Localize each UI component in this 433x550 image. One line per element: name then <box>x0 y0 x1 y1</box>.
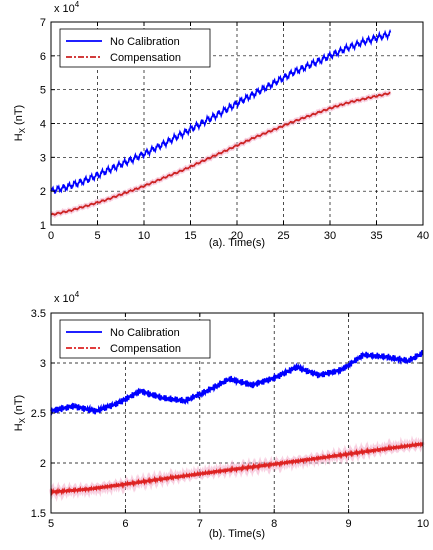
exponent-power: 4 <box>75 290 80 299</box>
exponent-base: x 10 <box>54 293 75 305</box>
y-tick-label: 3 <box>40 358 46 370</box>
legend-label-compensation: Compensation <box>110 343 181 355</box>
axis-exponent: x 104 <box>54 290 80 305</box>
legend-box <box>59 319 211 359</box>
legend-label-compensation: Compensation <box>110 52 181 64</box>
y-axis-label-unit: (nT) <box>13 395 25 415</box>
x-tick-label: 8 <box>271 518 277 530</box>
x-tick-label: 0 <box>48 230 54 242</box>
axis-exponent: x 104 <box>54 0 80 15</box>
y-axis-label-main: H <box>13 423 25 431</box>
x-tick-label: 6 <box>122 518 128 530</box>
chart-2: 5 6 7 8 9 10 1.5 2 2.5 3 3.5 x 104 HX (nT) (b). Time(s… <box>13 290 429 540</box>
y-tick-label: 2 <box>40 186 46 198</box>
y-tick-label: 5 <box>40 85 46 97</box>
y-axis-label-unit: (nT) <box>13 105 25 125</box>
x-tick-label: 10 <box>417 518 429 530</box>
series-line-compensation <box>50 441 424 497</box>
legend-box <box>59 28 211 68</box>
y-tick-label: 6 <box>40 51 46 63</box>
legend-label-no-calibration: No Calibration <box>110 36 180 48</box>
exponent-base: x 10 <box>54 3 75 15</box>
x-tick-label: 5 <box>48 518 54 530</box>
y-tick-label: 1.5 <box>31 508 46 520</box>
x-tick-label: 30 <box>324 230 336 242</box>
y-tick-label: 3.5 <box>31 308 46 320</box>
x-tick-label: 15 <box>184 230 196 242</box>
exponent-power: 4 <box>75 0 80 9</box>
x-tick-label: 20 <box>231 230 243 242</box>
y-tick-label: 1 <box>40 220 46 232</box>
x-tick-label: 10 <box>138 230 150 242</box>
y-tick-label: 2.5 <box>31 408 46 420</box>
x-tick-label: 9 <box>346 518 352 530</box>
y-axis-label-sub: X <box>18 417 27 423</box>
x-tick-label: 35 <box>370 230 382 242</box>
y-tick-label: 4 <box>40 119 46 131</box>
y-tick-label: 3 <box>40 152 46 164</box>
series-line-compensation <box>50 91 391 217</box>
x-axis-caption: (b). Time(s) <box>209 528 265 540</box>
x-tick-label: 40 <box>417 230 429 242</box>
y-axis-label-sub: X <box>18 127 27 133</box>
x-tick-label: 7 <box>197 518 203 530</box>
series-line-no-calibration <box>50 350 424 416</box>
y-axis-label: HX (nT) <box>13 395 27 431</box>
y-axis-label: HX (nT) <box>13 105 27 141</box>
y-axis-label-main: H <box>13 133 25 141</box>
series-line-no-calibration <box>50 28 392 194</box>
x-axis-caption: (a). Time(s) <box>209 237 265 249</box>
y-tick-label: 2 <box>40 458 46 470</box>
x-tick-label: 5 <box>94 230 100 242</box>
x-tick-label: 25 <box>277 230 289 242</box>
y-tick-label: 7 <box>40 17 46 29</box>
legend-label-no-calibration: No Calibration <box>110 327 180 339</box>
